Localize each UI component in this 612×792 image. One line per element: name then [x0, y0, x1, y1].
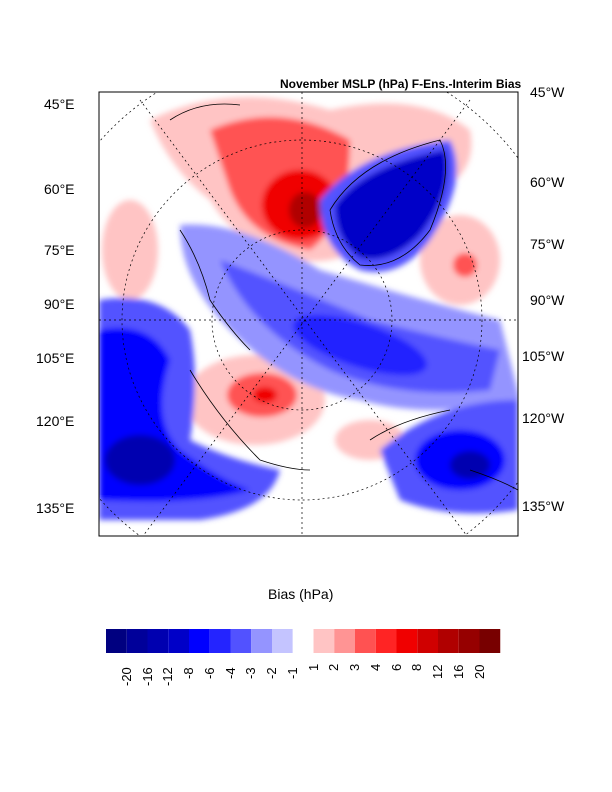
colorbar-swatch	[106, 629, 127, 653]
colorbar-swatch	[147, 629, 169, 653]
coastline	[169, 103, 518, 491]
colorbar-swatch	[209, 629, 231, 653]
colorbar-swatch	[375, 629, 397, 653]
colorbar-tick-label: -6	[201, 667, 217, 679]
lon-label-left: 105°E	[36, 350, 75, 366]
latitude-circle	[211, 229, 393, 411]
colorbar-swatch	[355, 629, 376, 653]
lon-label-right: 90°W	[530, 292, 565, 308]
lon-label-right: 105°W	[522, 348, 565, 364]
colorbar-swatch	[168, 629, 189, 653]
lon-label-left: 75°E	[44, 242, 75, 258]
colorbar-swatch	[189, 629, 210, 653]
colorbar-tick-label: 12	[430, 664, 445, 679]
positive-bias-core3	[289, 192, 321, 228]
colorbar-tick-label: -12	[160, 667, 176, 686]
colorbar-swatch	[458, 629, 480, 653]
lon-label-right: 60°W	[530, 174, 565, 190]
colorbar-tick-label: -3	[243, 667, 259, 679]
lon-label-left: 90°E	[44, 296, 75, 312]
colorbar-swatch	[126, 629, 148, 653]
lon-label-right: 45°W	[530, 84, 565, 100]
colorbar-label: Bias (hPa)	[268, 586, 334, 602]
colorbar-tick-label: 4	[367, 664, 383, 672]
lon-label-left: 120°E	[36, 413, 75, 429]
colorbar-swatch	[479, 629, 501, 653]
colorbar-swatch	[272, 629, 293, 653]
colorbar-tick-label: 6	[388, 664, 404, 672]
colorbar-tick-label: 3	[347, 664, 362, 672]
chart-title: November MSLP (hPa) F-Ens.-Interim Bias	[280, 77, 522, 91]
colorbar-tick-label: -1	[284, 667, 300, 679]
colorbar-tick-label: 1	[305, 664, 321, 672]
colorbar-tick-label: -20	[118, 667, 134, 686]
colorbar-tick-label: 8	[409, 664, 425, 672]
colorbar-tick-label: 16	[450, 664, 466, 679]
lon-label-left: 60°E	[44, 181, 75, 197]
colorbar-swatch	[292, 629, 314, 653]
map-frame	[98, 91, 519, 537]
colorbar-tick-label: 2	[326, 664, 342, 672]
colorbar-tick-label: 20	[471, 664, 487, 679]
colorbar-tick-label: -4	[222, 667, 238, 679]
colorbar-swatch	[396, 629, 418, 653]
colorbar-swatch	[334, 629, 355, 653]
colorbar-tick-label: -8	[181, 667, 196, 679]
colorbar-tick-label: -16	[139, 667, 155, 686]
colorbar-swatch	[417, 629, 438, 653]
colorbar-swatch	[230, 629, 252, 653]
colorbar-tick-label: -2	[264, 667, 279, 679]
lon-label-right: 120°W	[522, 410, 565, 426]
lon-label-left: 45°E	[44, 96, 75, 112]
colorbar-swatch	[438, 629, 459, 653]
colorbar-swatch	[313, 629, 335, 653]
lon-label-right: 75°W	[530, 236, 565, 252]
lon-label-left: 135°E	[36, 500, 75, 516]
lon-label-right: 135°W	[522, 498, 565, 514]
colorbar-swatch	[251, 629, 272, 653]
